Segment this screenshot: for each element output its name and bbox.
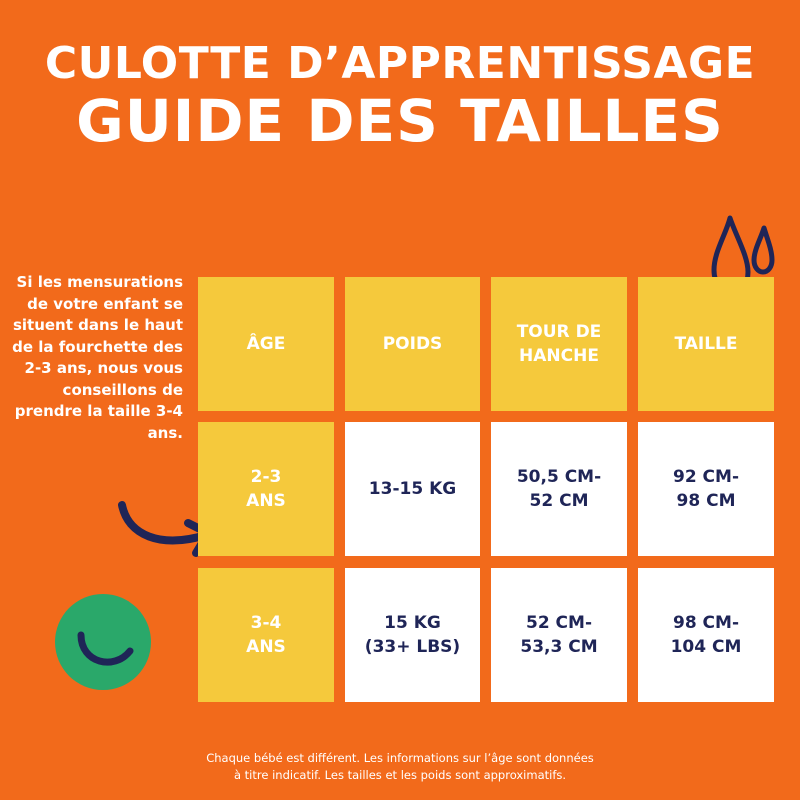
smile-circle-icon <box>55 594 151 690</box>
row-2-poids: 15 KG (33+ LBS) <box>345 568 480 702</box>
footnote: Chaque bébé est différent. Les informati… <box>0 750 800 784</box>
row-2-hanche: 52 CM-53,3 CM <box>491 568 627 702</box>
row-1-age: 2-3 ANS <box>198 422 334 556</box>
row-2-taille: 98 CM-104 CM <box>638 568 774 702</box>
row-1-taille: 92 CM-98 CM <box>638 422 774 556</box>
footnote-line-1: Chaque bébé est différent. Les informati… <box>206 751 594 765</box>
row-1-hanche: 50,5 CM-52 CM <box>491 422 627 556</box>
row-1-poids: 13-15 KG <box>345 422 480 556</box>
side-note: Si les mensurations de votre enfant se s… <box>12 273 183 442</box>
header-taille: TAILLE <box>638 277 774 411</box>
header-age: ÂGE <box>198 277 334 411</box>
row-2-age: 3-4 ANS <box>198 568 334 702</box>
header-poids: POIDS <box>345 277 480 411</box>
title-line-1: CULOTTE D’APPRENTISSAGE <box>44 38 756 89</box>
header-tour-de-hanche: TOUR DE HANCHE <box>491 277 627 411</box>
title-line-2: GUIDE DES TAILLES <box>76 87 724 155</box>
footnote-line-2: à titre indicatif. Les tailles et les po… <box>233 768 567 782</box>
